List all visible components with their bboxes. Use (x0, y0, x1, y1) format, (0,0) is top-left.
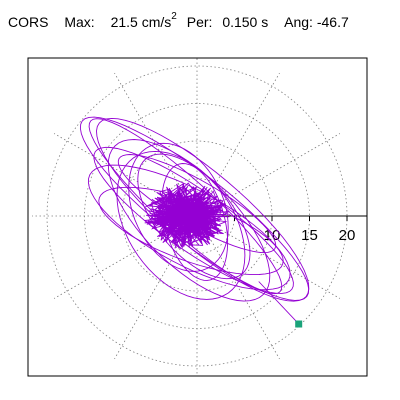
trace-segment-7 (98, 186, 284, 276)
station-label: CORS (8, 13, 49, 30)
grid-spoke-150 (53, 133, 198, 217)
period-value: 0.150 s (222, 13, 269, 30)
max-unit: cm/s (141, 13, 172, 30)
trace-segment-6 (116, 150, 246, 300)
grid-spoke-30 (196, 133, 341, 217)
trace-segment-0 (143, 182, 230, 250)
trace-segment-11 (88, 118, 283, 295)
radial-tick-labels: 10 15 20 (264, 227, 356, 244)
period-label: Per: (186, 13, 213, 30)
trace-segment-9 (87, 164, 291, 291)
max-amplitude-marker (295, 320, 303, 328)
max-label: Max: (64, 13, 95, 30)
grid-spoke-60 (196, 72, 280, 217)
particle-motion-trace (79, 116, 310, 325)
grid-spoke-300 (196, 215, 280, 360)
chart-header: CORS Max: 21.5 cm/s2 Per: 0.150 s Ang: -… (8, 11, 349, 30)
grid-spoke-120 (114, 72, 198, 217)
max-value: 21.5 (110, 13, 138, 30)
tick-label-20: 20 (339, 227, 356, 244)
trace-segment-12 (137, 153, 251, 280)
grid-spoke-240 (114, 215, 198, 360)
grid-spoke-330 (196, 215, 341, 299)
trace-tail (258, 281, 300, 325)
trace-segment-10 (161, 163, 229, 281)
angle-value: -46.7 (316, 13, 349, 30)
tick-label-15: 15 (301, 227, 318, 244)
trace-segment-3 (107, 139, 271, 302)
positive-x-axis (197, 215, 367, 221)
max-unit-exponent: 2 (171, 11, 177, 22)
plot-frame (27, 57, 368, 377)
grid-spoke-210 (53, 215, 198, 299)
trace-segment-8 (128, 142, 229, 272)
trace-segment-2 (93, 146, 294, 294)
angle-label: Ang: (284, 13, 313, 30)
